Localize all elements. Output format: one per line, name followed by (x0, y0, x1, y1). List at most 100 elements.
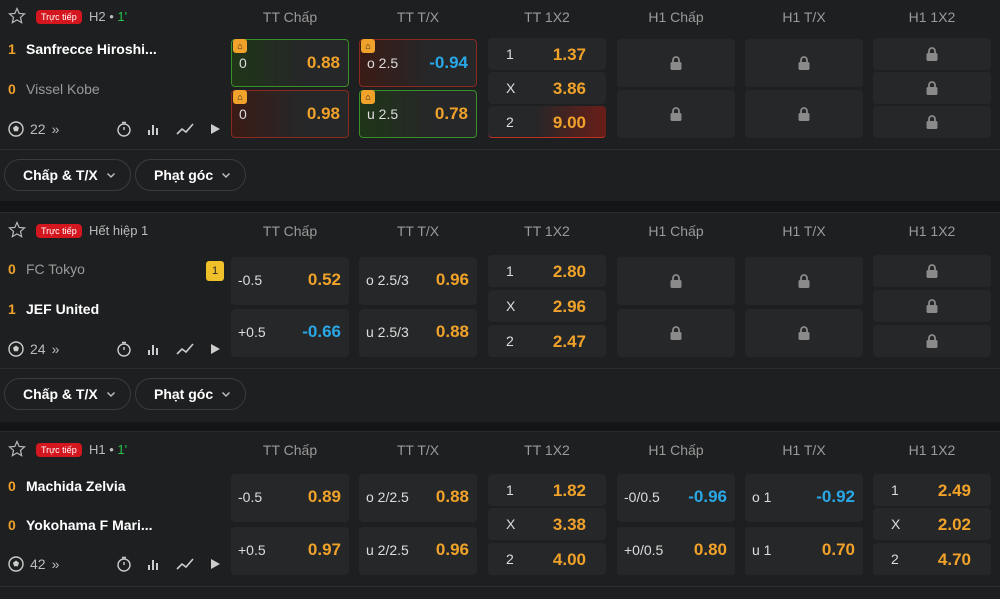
match-tools (116, 556, 222, 572)
odds-cell[interactable]: +0/0.5 0.80 (617, 527, 735, 575)
odds-cell[interactable]: ⌂ 0 0.98 (231, 90, 349, 138)
markets-count[interactable]: 22 » (8, 121, 59, 137)
chevron-down-icon (106, 391, 115, 398)
yellow-card-badge: 1 (206, 261, 224, 281)
stopwatch-icon[interactable] (116, 556, 132, 572)
stats-icon[interactable] (146, 556, 162, 572)
home-team[interactable]: 0 Machida Zelvia (8, 478, 126, 494)
lock-badge-icon: ⌂ (361, 39, 375, 53)
match-tools (116, 341, 222, 357)
lock-icon (926, 47, 938, 61)
match-status: H2 • 1' (89, 9, 128, 24)
odds-cell-1x2[interactable]: 1 1.37 (488, 38, 606, 70)
odds-cell-1x2[interactable]: 2 9.00 (488, 106, 606, 138)
odds-cell-1x2[interactable]: X 2.96 (488, 290, 606, 322)
corners-dropdown[interactable]: Phạt góc (135, 159, 247, 191)
match-header: Trực tiếp H2 • 1' (0, 7, 230, 29)
odds-cell[interactable]: -0.5 0.89 (231, 474, 349, 522)
trend-icon[interactable] (176, 556, 194, 572)
double-chevron-icon: » (51, 556, 60, 572)
stats-icon[interactable] (146, 341, 162, 357)
play-icon[interactable] (208, 341, 222, 357)
play-icon[interactable] (208, 121, 222, 137)
star-icon[interactable] (8, 7, 26, 25)
markets-count[interactable]: 24 » (8, 341, 59, 357)
double-chevron-icon: » (51, 341, 60, 357)
locked-cell (745, 90, 863, 138)
play-icon[interactable] (208, 556, 222, 572)
odds-cell-1x2[interactable]: 1 2.49 (873, 474, 991, 506)
stopwatch-icon[interactable] (116, 121, 132, 137)
locked-cell (745, 39, 863, 87)
trend-icon[interactable] (176, 121, 194, 137)
column-header: TT Chấp (262, 223, 318, 239)
odds-cell[interactable]: u 1 0.70 (745, 527, 863, 575)
column-header: TT T/X (396, 223, 440, 239)
lock-icon (670, 326, 682, 340)
trend-icon[interactable] (176, 341, 194, 357)
odds-cell[interactable]: +0.5 -0.66 (231, 309, 349, 357)
lock-icon (926, 81, 938, 95)
away-team[interactable]: 0 Vissel Kobe (8, 81, 100, 97)
lock-badge-icon: ⌂ (233, 90, 247, 104)
handicap-dropdown[interactable]: Chấp & T/X (4, 378, 131, 410)
live-badge: Trực tiếp (36, 10, 82, 24)
lock-icon (798, 274, 810, 288)
stats-icon[interactable] (146, 121, 162, 137)
column-header: TT Chấp (262, 442, 318, 458)
handicap-dropdown[interactable]: Chấp & T/X (4, 159, 131, 191)
chevron-down-icon (106, 172, 115, 179)
column-header: H1 Chấp (648, 223, 704, 239)
lock-icon (670, 274, 682, 288)
match-card: Trực tiếp Hết hiệp 1 TT Chấp TT T/X TT 1… (0, 212, 1000, 422)
locked-cell (617, 39, 735, 87)
away-team[interactable]: 0 Yokohama F Mari... (8, 517, 153, 533)
column-header: TT 1X2 (524, 9, 570, 25)
column-header: H1 Chấp (648, 442, 704, 458)
column-header: TT T/X (396, 9, 440, 25)
odds-cell-1x2[interactable]: 2 2.47 (488, 325, 606, 357)
match-tools (116, 121, 222, 137)
odds-cell[interactable]: ⌂ u 2.5 0.78 (359, 90, 477, 138)
odds-cell[interactable]: u 2/2.5 0.96 (359, 527, 477, 575)
column-header: H1 1X2 (908, 223, 956, 239)
live-badge: Trực tiếp (36, 224, 82, 238)
odds-cell[interactable]: ⌂ 0 0.88 (231, 39, 349, 87)
column-header: H1 Chấp (648, 9, 704, 25)
column-header: H1 1X2 (908, 9, 956, 25)
odds-cell[interactable]: ⌂ o 2.5 -0.94 (359, 39, 477, 87)
odds-cell[interactable]: u 2.5/3 0.88 (359, 309, 477, 357)
column-header: TT Chấp (262, 9, 318, 25)
odds-cell-1x2[interactable]: 2 4.70 (873, 543, 991, 575)
lock-icon (798, 56, 810, 70)
odds-cell[interactable]: +0.5 0.97 (231, 527, 349, 575)
odds-cell-1x2[interactable]: 2 4.00 (488, 543, 606, 575)
lock-icon (926, 334, 938, 348)
odds-cell[interactable]: -0/0.5 -0.96 (617, 474, 735, 522)
match-status: H1 • 1' (89, 442, 128, 457)
live-badge: Trực tiếp (36, 443, 82, 457)
odds-cell[interactable]: o 1 -0.92 (745, 474, 863, 522)
column-header: TT 1X2 (524, 442, 570, 458)
away-team[interactable]: 1 JEF United (8, 301, 100, 317)
soccer-ball-icon (8, 121, 24, 137)
odds-cell[interactable]: -0.5 0.52 (231, 257, 349, 305)
odds-cell[interactable]: o 2.5/3 0.96 (359, 257, 477, 305)
home-team[interactable]: 0 FC Tokyo (8, 261, 85, 277)
odds-cell[interactable]: o 2/2.5 0.88 (359, 474, 477, 522)
home-team[interactable]: 1 Sanfrecce Hiroshi... (8, 41, 157, 57)
odds-cell-1x2[interactable]: X 2.02 (873, 508, 991, 540)
locked-cell (745, 257, 863, 305)
star-icon[interactable] (8, 440, 26, 458)
lock-icon (798, 326, 810, 340)
stopwatch-icon[interactable] (116, 341, 132, 357)
odds-cell-1x2[interactable]: 1 1.82 (488, 474, 606, 506)
odds-cell-1x2[interactable]: X 3.86 (488, 72, 606, 104)
star-icon[interactable] (8, 221, 26, 239)
markets-count[interactable]: 42 » (8, 556, 59, 572)
corners-dropdown[interactable]: Phạt góc (135, 378, 247, 410)
odds-cell-1x2[interactable]: 1 2.80 (488, 255, 606, 287)
odds-cell-1x2[interactable]: X 3.38 (488, 508, 606, 540)
match-status: Hết hiệp 1 (89, 223, 149, 238)
divider (0, 149, 1000, 150)
